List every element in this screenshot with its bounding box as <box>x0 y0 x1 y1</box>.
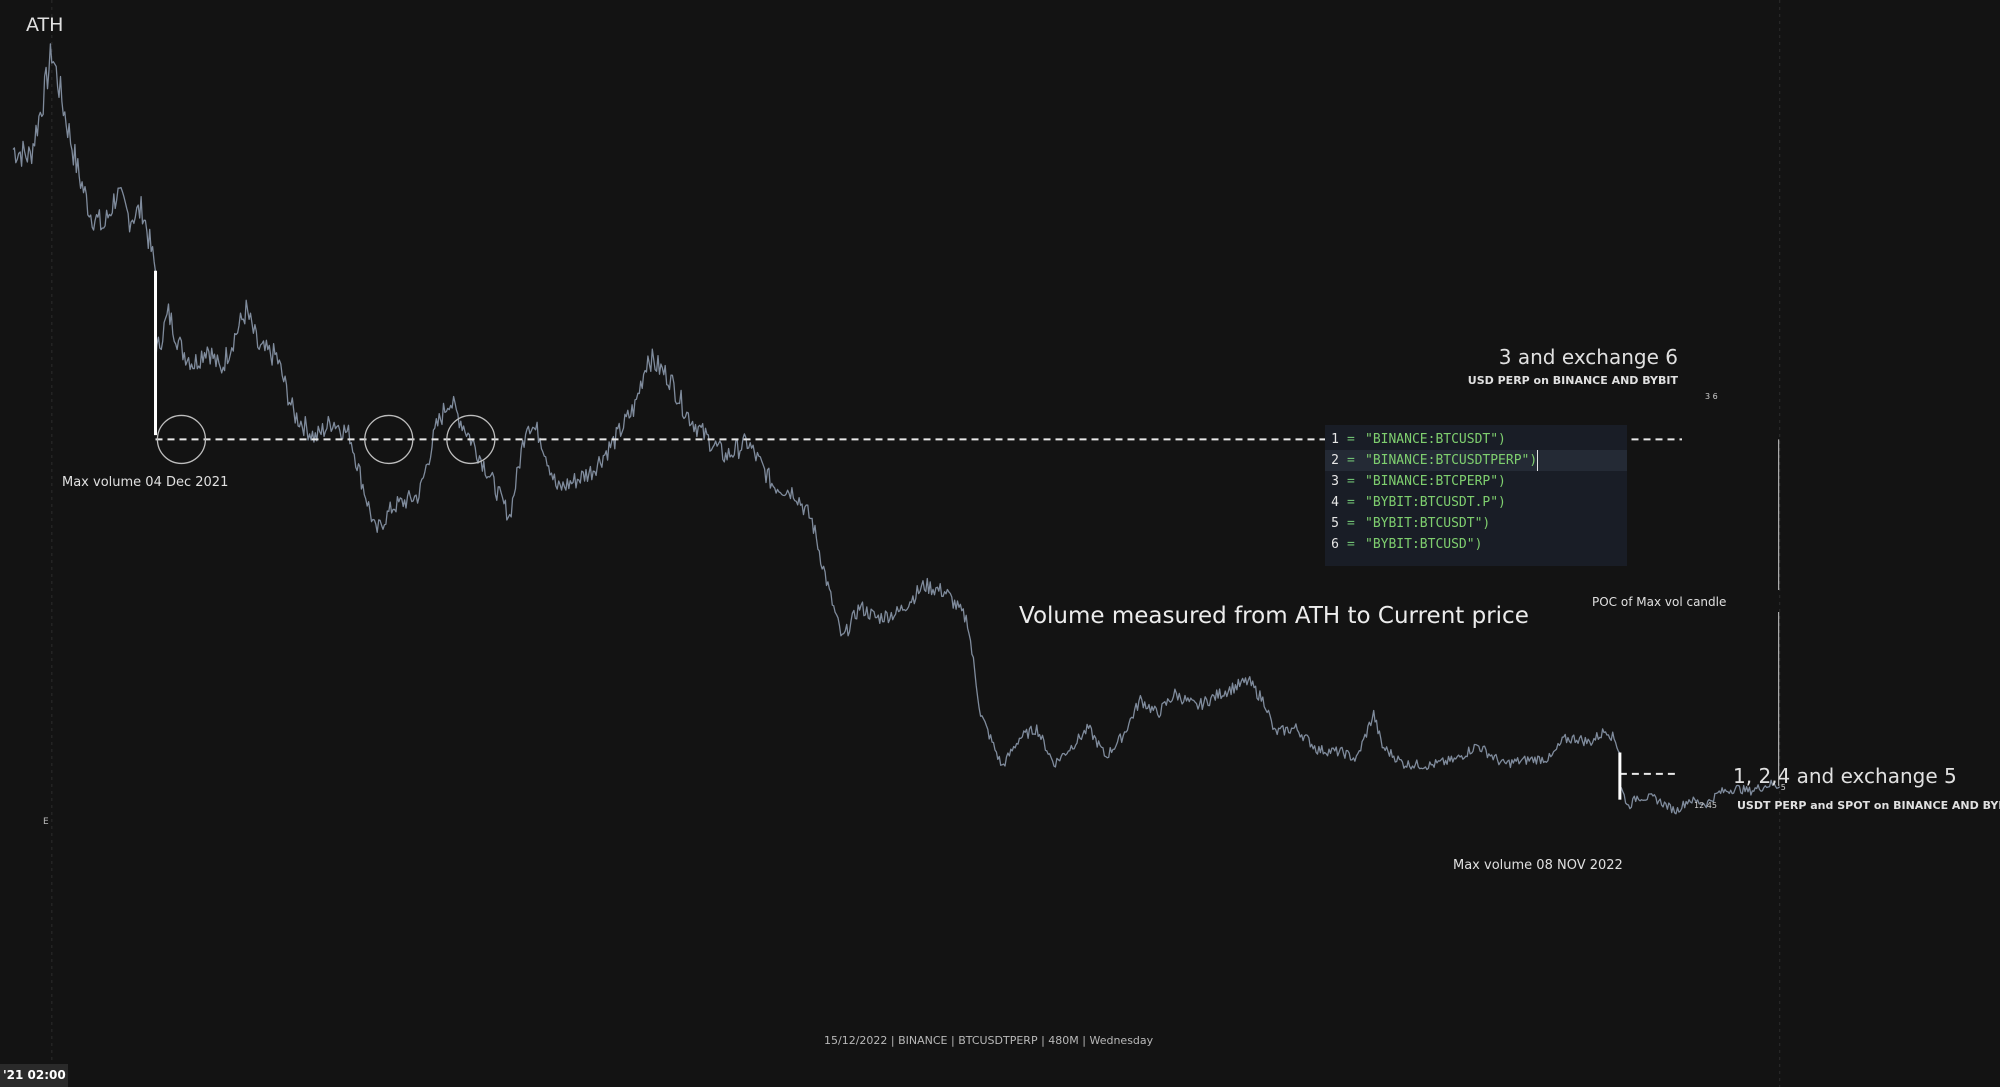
ath-label: ATH <box>26 14 64 36</box>
max-volume-label-nov-2022: Max volume 08 NOV 2022 <box>1453 858 1623 873</box>
code-string: "BINANCE:BTCPERP") <box>1365 474 1506 489</box>
current-marker-label: 5 <box>1781 783 1786 792</box>
code-line-number: 3 <box>1331 474 1339 489</box>
code-string: "BYBIT:BTCUSDT.P") <box>1365 495 1506 510</box>
code-string: "BINANCE:BTCUSDTPERP") <box>1365 450 1539 471</box>
code-row: 3 = "BINANCE:BTCPERP") <box>1325 471 1627 492</box>
lower-level-tag: 12 45 <box>1694 801 1717 810</box>
code-row: 1 = "BINANCE:BTCUSDT") <box>1325 429 1627 450</box>
code-row-highlighted: 2 = "BINANCE:BTCUSDTPERP") <box>1325 450 1627 471</box>
code-line-number: 1 <box>1331 432 1339 447</box>
code-line-number: 6 <box>1331 537 1339 552</box>
time-axis-label[interactable]: '21 02:00 <box>0 1064 68 1087</box>
code-row: 6 = "BYBIT:BTCUSD") <box>1325 534 1627 555</box>
code-string: "BYBIT:BTCUSD") <box>1365 537 1483 552</box>
code-operator: = <box>1347 495 1355 510</box>
code-operator: = <box>1347 537 1355 552</box>
volume-measure-note: Volume measured from ATH to Current pric… <box>1019 603 1529 629</box>
lower-level-title: 1, 2,4 and exchange 5 <box>1733 764 1957 788</box>
code-row: 5 = "BYBIT:BTCUSDT") <box>1325 513 1627 534</box>
code-panel: 1 = "BINANCE:BTCUSDT") 2 = "BINANCE:BTCU… <box>1325 425 1627 566</box>
code-line-number: 5 <box>1331 516 1339 531</box>
code-row: 4 = "BYBIT:BTCUSDT.P") <box>1325 492 1627 513</box>
code-operator: = <box>1347 474 1355 489</box>
code-string: "BYBIT:BTCUSDT") <box>1365 516 1491 531</box>
poc-label: POC of Max vol candle <box>1592 595 1727 609</box>
e-marker: E <box>43 817 49 827</box>
touch-circle-2 <box>364 414 414 465</box>
touch-circle-1 <box>156 414 207 465</box>
code-operator: = <box>1347 453 1355 468</box>
code-string: "BINANCE:BTCUSDT") <box>1365 432 1506 447</box>
code-operator: = <box>1347 516 1355 531</box>
touch-circle-3 <box>446 414 496 465</box>
code-line-number: 2 <box>1331 453 1339 468</box>
btc-price-series <box>12 43 1781 815</box>
upper-level-tag: 3 6 <box>1705 392 1718 401</box>
chart-status-line: 15/12/2022 | BINANCE | BTCUSDTPERP | 480… <box>824 1034 1154 1047</box>
code-line-number: 4 <box>1331 495 1339 510</box>
lower-level-subtitle: USDT PERP and SPOT on BINANCE AND BYBIT <box>1737 799 2000 812</box>
max-volume-label-dec-2021: Max volume 04 Dec 2021 <box>62 475 229 490</box>
upper-level-title: 3 and exchange 6 <box>1498 345 1678 369</box>
code-operator: = <box>1347 432 1355 447</box>
upper-level-subtitle: USD PERP on BINANCE AND BYBIT <box>1467 374 1678 387</box>
